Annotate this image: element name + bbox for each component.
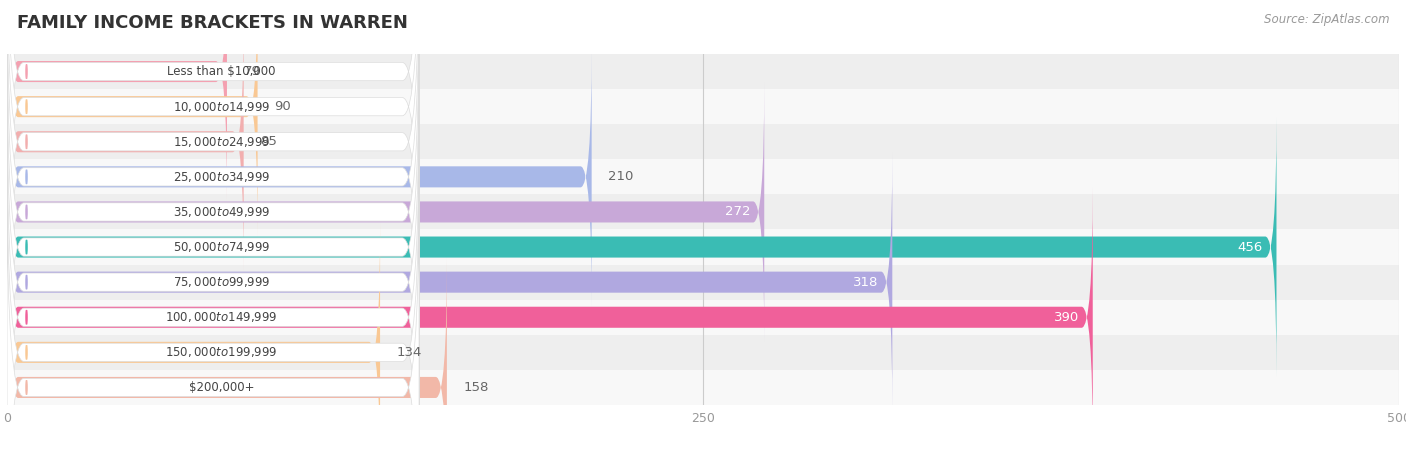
FancyBboxPatch shape	[7, 370, 1399, 405]
FancyBboxPatch shape	[7, 116, 419, 450]
FancyBboxPatch shape	[7, 187, 1092, 447]
FancyBboxPatch shape	[7, 186, 419, 450]
FancyBboxPatch shape	[7, 300, 1399, 335]
FancyBboxPatch shape	[7, 265, 1399, 300]
Text: Less than $10,000: Less than $10,000	[167, 65, 276, 78]
FancyBboxPatch shape	[7, 0, 226, 202]
Text: $100,000 to $149,999: $100,000 to $149,999	[165, 310, 277, 324]
Text: 85: 85	[260, 135, 277, 148]
FancyBboxPatch shape	[7, 45, 419, 449]
FancyBboxPatch shape	[7, 159, 1399, 194]
FancyBboxPatch shape	[7, 257, 447, 450]
FancyBboxPatch shape	[7, 117, 1277, 377]
FancyBboxPatch shape	[7, 222, 380, 450]
Text: FAMILY INCOME BRACKETS IN WARREN: FAMILY INCOME BRACKETS IN WARREN	[17, 14, 408, 32]
FancyBboxPatch shape	[7, 12, 243, 272]
Text: $10,000 to $14,999: $10,000 to $14,999	[173, 99, 270, 114]
FancyBboxPatch shape	[7, 230, 1399, 265]
Text: 90: 90	[274, 100, 291, 113]
FancyBboxPatch shape	[7, 124, 1399, 159]
FancyBboxPatch shape	[7, 54, 1399, 89]
Text: 210: 210	[609, 171, 634, 183]
Text: $75,000 to $99,999: $75,000 to $99,999	[173, 275, 270, 289]
FancyBboxPatch shape	[7, 89, 1399, 124]
Text: 158: 158	[464, 381, 489, 394]
Text: $15,000 to $24,999: $15,000 to $24,999	[173, 135, 270, 149]
FancyBboxPatch shape	[7, 0, 257, 237]
FancyBboxPatch shape	[7, 82, 765, 342]
Text: $35,000 to $49,999: $35,000 to $49,999	[173, 205, 270, 219]
Text: $200,000+: $200,000+	[188, 381, 254, 394]
Text: $150,000 to $199,999: $150,000 to $199,999	[165, 345, 277, 360]
Text: Source: ZipAtlas.com: Source: ZipAtlas.com	[1264, 14, 1389, 27]
Text: 272: 272	[725, 206, 751, 218]
FancyBboxPatch shape	[7, 151, 419, 450]
Text: 456: 456	[1237, 241, 1263, 253]
Text: 79: 79	[243, 65, 260, 78]
Text: $25,000 to $34,999: $25,000 to $34,999	[173, 170, 270, 184]
FancyBboxPatch shape	[7, 0, 419, 343]
Text: $50,000 to $74,999: $50,000 to $74,999	[173, 240, 270, 254]
Text: 318: 318	[853, 276, 879, 288]
FancyBboxPatch shape	[7, 335, 1399, 370]
FancyBboxPatch shape	[7, 0, 419, 308]
Text: 390: 390	[1053, 311, 1078, 324]
FancyBboxPatch shape	[7, 152, 893, 412]
FancyBboxPatch shape	[7, 0, 419, 273]
FancyBboxPatch shape	[7, 81, 419, 450]
FancyBboxPatch shape	[7, 194, 1399, 230]
FancyBboxPatch shape	[7, 47, 592, 307]
FancyBboxPatch shape	[7, 0, 419, 378]
FancyBboxPatch shape	[7, 10, 419, 414]
Text: 134: 134	[396, 346, 422, 359]
